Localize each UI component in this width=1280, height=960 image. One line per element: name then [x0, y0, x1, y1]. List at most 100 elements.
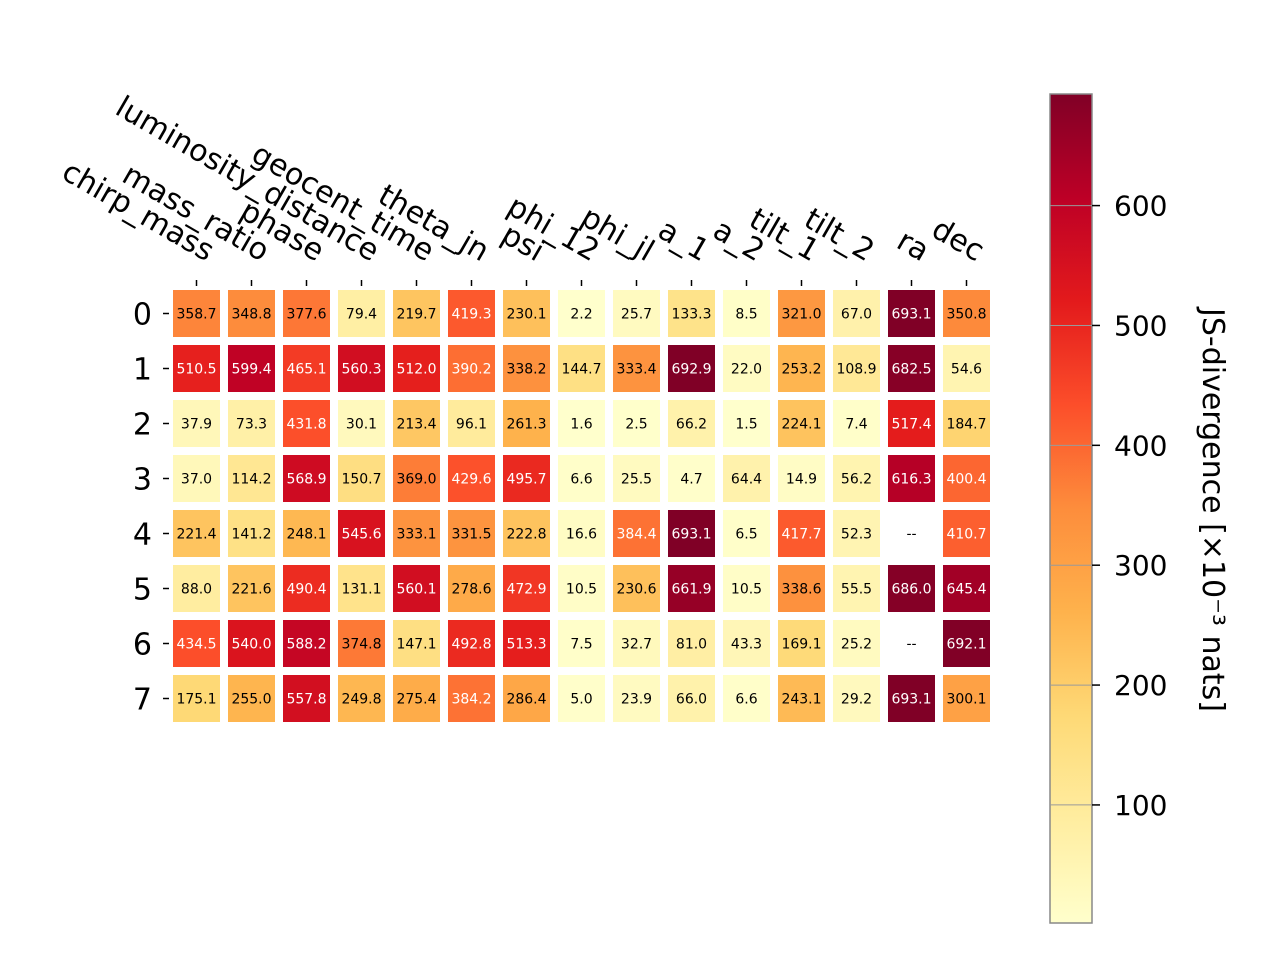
heatmap-cell-4-luminosity_distance — [338, 510, 385, 557]
heatmap-cell-3-tilt_1 — [778, 455, 825, 502]
y-tick-label-6: 6 — [133, 628, 152, 663]
heatmap-cell-5-theta_jn — [448, 565, 495, 612]
cell-value-label-5-theta_jn: 278.6 — [451, 582, 491, 598]
heatmap-cell-0-phi_12 — [558, 290, 605, 337]
heatmap-cell-5-phi_jl — [613, 565, 660, 612]
heatmap-cell-1-dec — [943, 345, 990, 392]
cell-value-label-4-chirp_mass: 221.4 — [176, 527, 216, 543]
cell-value-label-3-phase: 568.9 — [286, 472, 326, 488]
cell-value-label-6-theta_jn: 492.8 — [451, 637, 491, 653]
x-tick-label-dec: dec — [926, 212, 990, 269]
cell-value-label-5-phi_12: 10.5 — [566, 582, 597, 598]
heatmap-cell-4-theta_jn — [448, 510, 495, 557]
heatmap-cell-1-psi — [503, 345, 550, 392]
cell-value-label-1-phi_12: 144.7 — [561, 362, 601, 378]
cell-value-label-5-tilt_1: 338.6 — [781, 582, 821, 598]
heatmap-cell-2-mass_ratio — [228, 400, 275, 447]
cell-value-label-4-luminosity_distance: 545.6 — [341, 527, 381, 543]
heatmap-cell-4-chirp_mass — [173, 510, 220, 557]
cell-value-label-2-tilt_2: 7.4 — [845, 417, 867, 433]
heatmap-cell-6-chirp_mass — [173, 620, 220, 667]
cell-value-label-7-dec: 300.1 — [946, 692, 986, 708]
cell-value-label-7-chirp_mass: 175.1 — [176, 692, 216, 708]
heatmap-cell-1-tilt_1 — [778, 345, 825, 392]
cell-value-label-1-a_1: 692.9 — [671, 362, 711, 378]
cell-value-label-0-theta_jn: 419.3 — [451, 307, 491, 323]
heatmap-cell-0-luminosity_distance — [338, 290, 385, 337]
cell-value-label-6-mass_ratio: 540.0 — [231, 637, 271, 653]
cell-value-label-6-phi_12: 7.5 — [570, 637, 592, 653]
cell-value-label-2-phase: 431.8 — [286, 417, 326, 433]
y-axis: 0 1 2 3 4 5 6 7 — [133, 298, 169, 718]
heatmap-cell-2-tilt_1 — [778, 400, 825, 447]
heatmap-cell-5-ra — [888, 565, 935, 612]
heatmap-cell-1-luminosity_distance — [338, 345, 385, 392]
cell-value-label-1-tilt_2: 108.9 — [836, 362, 876, 378]
heatmap-cell-0-geocent_time — [393, 290, 440, 337]
cell-value-label-2-chirp_mass: 37.9 — [181, 417, 212, 433]
cell-value-label-1-mass_ratio: 599.4 — [231, 362, 271, 378]
heatmap-cell-6-dec — [943, 620, 990, 667]
cell-value-label-4-phi_jl: 384.4 — [616, 527, 656, 543]
cell-value-label-2-tilt_1: 224.1 — [781, 417, 821, 433]
heatmap-cell-4-mass_ratio — [228, 510, 275, 557]
heatmap-cell-0-psi — [503, 290, 550, 337]
cell-value-label-6-luminosity_distance: 374.8 — [341, 637, 381, 653]
cell-value-label-7-theta_jn: 384.2 — [451, 692, 491, 708]
cell-value-label-3-psi: 495.7 — [506, 472, 546, 488]
heatmap-cell-6-a_1 — [668, 620, 715, 667]
heatmap-cell-3-psi — [503, 455, 550, 502]
heatmap-cell-5-a_2 — [723, 565, 770, 612]
heatmap-cells: 358.7 348.8 377.6 79.4 219.7 419.3 230.1 2.2 25.… — [173, 290, 990, 722]
heatmap-cell-4-a_1 — [668, 510, 715, 557]
colorbar-label: JS-divergence [×10⁻³ nats] — [1195, 306, 1230, 712]
cell-value-label-7-tilt_1: 243.1 — [781, 692, 821, 708]
cell-value-label-7-ra: 693.1 — [891, 692, 931, 708]
heatmap-cell-1-phase — [283, 345, 330, 392]
heatmap-cell-0-theta_jn — [448, 290, 495, 337]
cell-value-label-1-phi_jl: 333.4 — [616, 362, 656, 378]
x-tick-label-ra: ra — [891, 223, 935, 269]
heatmap-cell-3-theta_jn — [448, 455, 495, 502]
cell-value-label-5-chirp_mass: 88.0 — [181, 582, 212, 598]
cell-value-label-0-phase: 377.6 — [286, 307, 326, 323]
heatmap-cell-2-tilt_2 — [833, 400, 880, 447]
cell-value-label-3-ra: 616.3 — [891, 472, 931, 488]
heatmap-cell-4-phase — [283, 510, 330, 557]
heatmap-cell-3-ra — [888, 455, 935, 502]
cell-value-label-0-a_1: 133.3 — [671, 307, 711, 323]
heatmap-cell-1-phi_12 — [558, 345, 605, 392]
heatmap-cell-5-tilt_1 — [778, 565, 825, 612]
cell-value-label-2-theta_jn: 96.1 — [456, 417, 487, 433]
cell-value-label-5-ra: 686.0 — [891, 582, 931, 598]
cell-value-label-2-phi_jl: 2.5 — [625, 417, 647, 433]
heatmap-cell-0-a_1 — [668, 290, 715, 337]
cell-value-label-3-luminosity_distance: 150.7 — [341, 472, 381, 488]
heatmap-cell-7-dec — [943, 675, 990, 722]
y-tick-label-7: 7 — [133, 683, 152, 718]
cell-value-label-7-psi: 286.4 — [506, 692, 546, 708]
heatmap-cell-6-tilt_2 — [833, 620, 880, 667]
cell-value-label-7-luminosity_distance: 249.8 — [341, 692, 381, 708]
heatmap-cell-2-geocent_time — [393, 400, 440, 447]
y-tick-label-0: 0 — [133, 298, 152, 333]
cell-value-label-3-dec: 400.4 — [946, 472, 986, 488]
cell-value-label-6-chirp_mass: 434.5 — [176, 637, 216, 653]
heatmap-cell-7-mass_ratio — [228, 675, 275, 722]
cell-value-label-1-ra: 682.5 — [891, 362, 931, 378]
heatmap-cell-5-dec — [943, 565, 990, 612]
heatmap-cell-7-phi_jl — [613, 675, 660, 722]
cell-value-label-7-mass_ratio: 255.0 — [231, 692, 271, 708]
heatmap-cell-1-ra — [888, 345, 935, 392]
cell-value-label-2-a_2: 1.5 — [735, 417, 757, 433]
cell-value-label-0-mass_ratio: 348.8 — [231, 307, 271, 323]
heatmap-cell-3-dec — [943, 455, 990, 502]
cell-value-label-6-tilt_1: 169.1 — [781, 637, 821, 653]
cell-value-label-1-luminosity_distance: 560.3 — [341, 362, 381, 378]
cell-value-label-4-mass_ratio: 141.2 — [231, 527, 271, 543]
heatmap-cell-4-psi — [503, 510, 550, 557]
heatmap-cell-1-a_1 — [668, 345, 715, 392]
cell-value-label-4-a_2: 6.5 — [735, 527, 757, 543]
heatmap-cell-6-theta_jn — [448, 620, 495, 667]
heatmap-cell-6-mass_ratio — [228, 620, 275, 667]
